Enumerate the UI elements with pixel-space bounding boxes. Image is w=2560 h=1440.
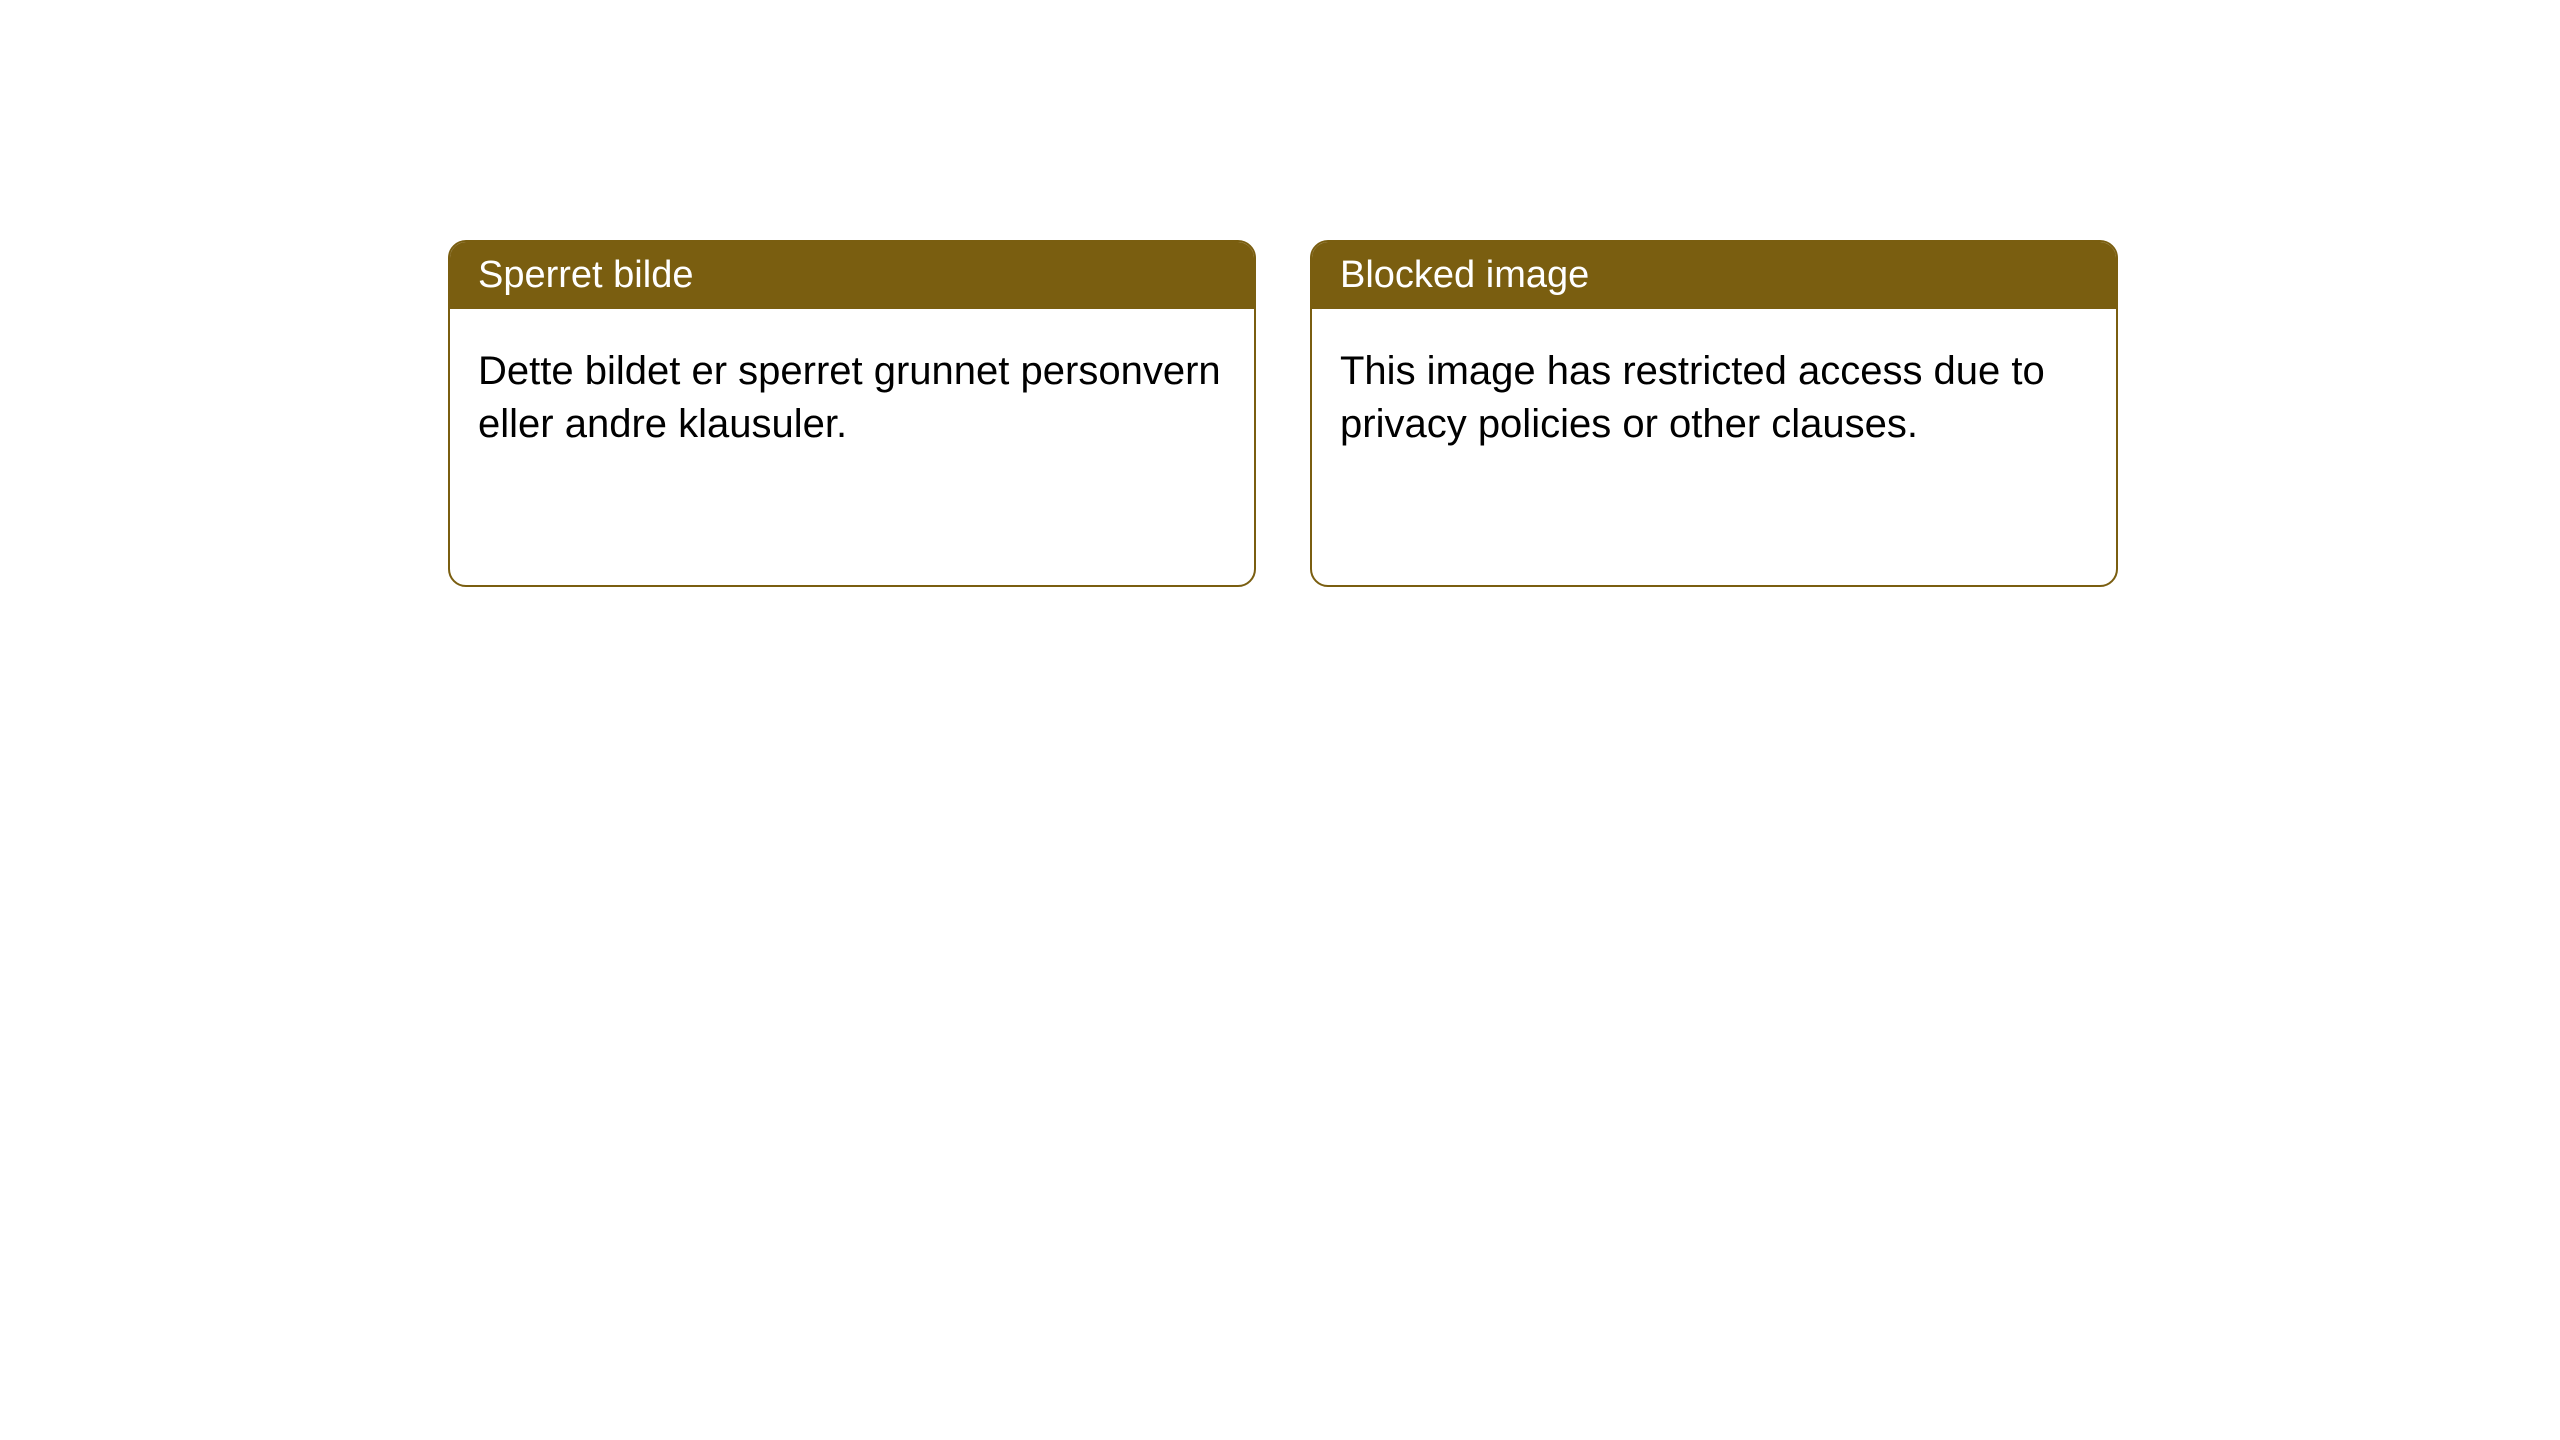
notice-cards-container: Sperret bilde Dette bildet er sperret gr… [448, 240, 2118, 587]
card-title: Sperret bilde [478, 254, 693, 296]
card-body-text: Dette bildet er sperret grunnet personve… [478, 349, 1221, 446]
card-header: Blocked image [1312, 242, 2116, 309]
card-title: Blocked image [1340, 254, 1589, 296]
card-header: Sperret bilde [450, 242, 1254, 309]
notice-card-norwegian: Sperret bilde Dette bildet er sperret gr… [448, 240, 1256, 587]
notice-card-english: Blocked image This image has restricted … [1310, 240, 2118, 587]
card-body: This image has restricted access due to … [1312, 309, 2116, 585]
card-body-text: This image has restricted access due to … [1340, 349, 2045, 446]
card-body: Dette bildet er sperret grunnet personve… [450, 309, 1254, 585]
